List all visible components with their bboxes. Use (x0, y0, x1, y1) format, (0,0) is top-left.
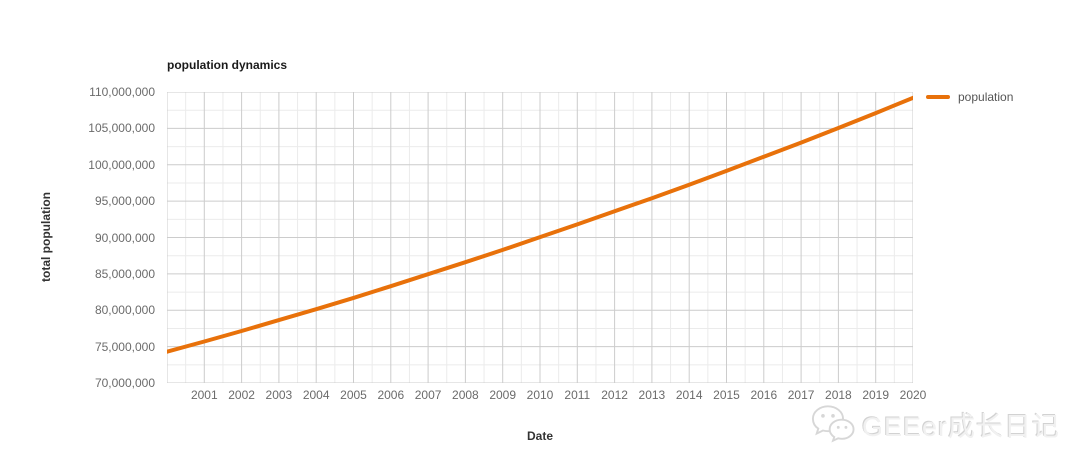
y-tick-label: 75,000,000 (94, 339, 155, 354)
x-tick-label: 2016 (750, 388, 778, 402)
x-tick-label: 2005 (340, 388, 367, 402)
x-tick-label: 2014 (675, 388, 703, 402)
y-tick-label: 85,000,000 (94, 266, 155, 281)
x-tick-label: 2006 (377, 388, 405, 402)
y-tick-label: 70,000,000 (94, 376, 155, 390)
y-tick-label: 100,000,000 (88, 157, 155, 172)
wechat-icon (811, 405, 855, 443)
legend-line-swatch (926, 95, 950, 99)
x-tick-label: 2012 (601, 388, 628, 402)
x-tick-label: 2019 (862, 388, 890, 402)
plot-area[interactable] (167, 92, 913, 383)
y-tick-label: 105,000,000 (88, 121, 155, 136)
x-tick-label: 2011 (564, 388, 591, 402)
y-tick-label: 90,000,000 (94, 230, 155, 245)
chart-title: population dynamics (167, 58, 288, 72)
x-tick-label: 2003 (265, 388, 293, 402)
x-tick-label: 2015 (713, 388, 740, 402)
x-tick-label: 2017 (787, 388, 815, 402)
watermark-text: GEEer成长日记 (862, 411, 1061, 442)
x-tick-label: 2001 (190, 388, 218, 402)
y-tick-label: 110,000,000 (89, 85, 155, 99)
legend-label: population (958, 90, 1014, 104)
y-tick-label: 80,000,000 (94, 303, 155, 318)
x-tick-label: 2013 (638, 388, 666, 402)
series-line-population[interactable] (167, 95, 913, 354)
x-axis-title: Date (526, 429, 553, 443)
x-tick-label: 2010 (526, 388, 554, 402)
x-tick-label: 2002 (228, 388, 255, 402)
x-tick-label: 2007 (414, 388, 442, 402)
y-tick-label: 95,000,000 (94, 194, 155, 209)
legend: population (926, 90, 1013, 104)
x-tick-label: 2018 (825, 388, 852, 402)
x-tick-label: 2020 (899, 388, 927, 402)
x-tick-label: 2004 (302, 388, 330, 402)
x-tick-label: 2008 (452, 388, 479, 402)
x-tick-label: 2009 (489, 388, 517, 402)
watermark: GEEer成长日记 (810, 402, 1060, 446)
